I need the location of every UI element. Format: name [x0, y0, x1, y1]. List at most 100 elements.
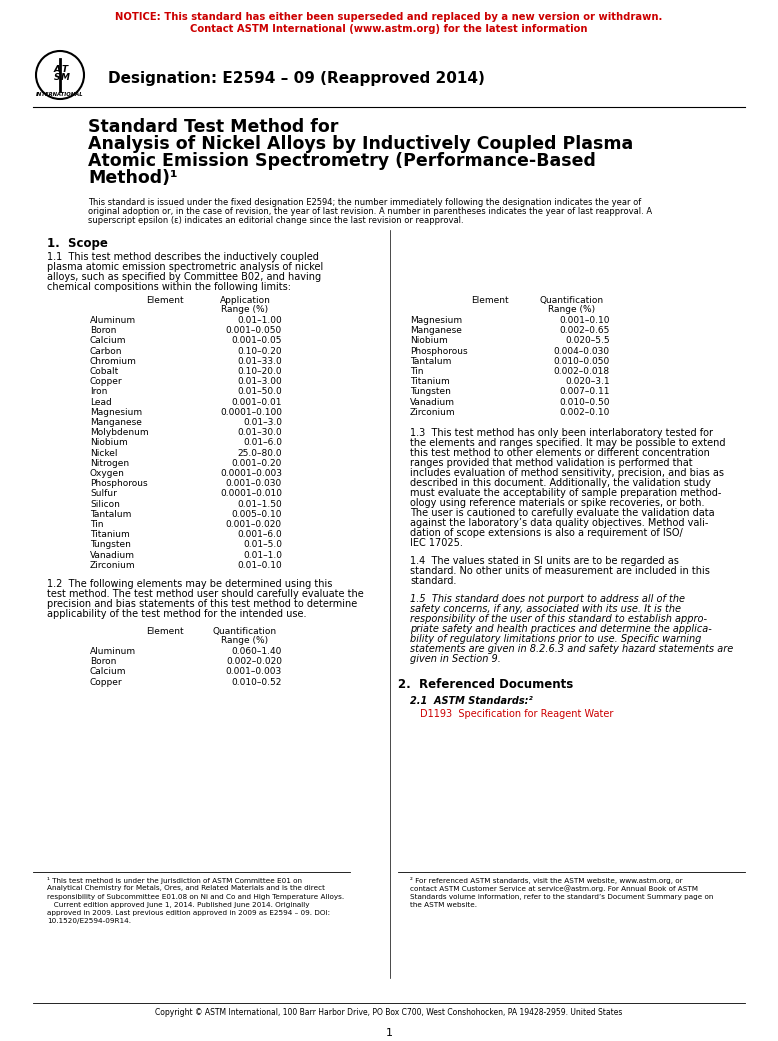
- Text: ² For referenced ASTM standards, visit the ASTM website, www.astm.org, or: ² For referenced ASTM standards, visit t…: [410, 877, 682, 884]
- Text: 1.2  The following elements may be determined using this: 1.2 The following elements may be determ…: [47, 579, 332, 589]
- Text: Niobium: Niobium: [90, 438, 128, 448]
- Text: Quantification: Quantification: [540, 296, 604, 305]
- Text: dation of scope extensions is also a requirement of ISO/: dation of scope extensions is also a req…: [410, 528, 683, 538]
- Text: Tungsten: Tungsten: [410, 387, 451, 397]
- Text: Carbon: Carbon: [90, 347, 122, 356]
- Text: Vanadium: Vanadium: [410, 398, 455, 407]
- Text: safety concerns, if any, associated with its use. It is the: safety concerns, if any, associated with…: [410, 604, 681, 614]
- Text: 0.020–3.1: 0.020–3.1: [566, 377, 610, 386]
- Text: Zirconium: Zirconium: [90, 561, 135, 569]
- Text: contact ASTM Customer Service at service@astm.org. For Annual Book of ASTM: contact ASTM Customer Service at service…: [410, 885, 698, 892]
- Text: Vanadium: Vanadium: [90, 551, 135, 560]
- Text: Copper: Copper: [90, 678, 123, 687]
- Text: Element: Element: [146, 627, 184, 636]
- Text: Nickel: Nickel: [90, 449, 117, 458]
- Text: Copyright © ASTM International, 100 Barr Harbor Drive, PO Box C700, West Conshoh: Copyright © ASTM International, 100 Barr…: [156, 1008, 622, 1017]
- Text: Boron: Boron: [90, 326, 117, 335]
- Text: 0.01–5.0: 0.01–5.0: [243, 540, 282, 550]
- Text: described in this document. Additionally, the validation study: described in this document. Additionally…: [410, 478, 711, 488]
- Text: 0.002–0.018: 0.002–0.018: [554, 367, 610, 376]
- Text: Analysis of Nickel Alloys by Inductively Coupled Plasma: Analysis of Nickel Alloys by Inductively…: [88, 135, 633, 153]
- Text: Silicon: Silicon: [90, 500, 120, 509]
- Text: Copper: Copper: [90, 377, 123, 386]
- Text: Magnesium: Magnesium: [410, 316, 462, 325]
- Text: 0.10–0.20: 0.10–0.20: [237, 347, 282, 356]
- Text: 0.01–30.0: 0.01–30.0: [237, 428, 282, 437]
- Text: 0.0001–0.010: 0.0001–0.010: [220, 489, 282, 499]
- Text: 0.001–0.030: 0.001–0.030: [226, 479, 282, 488]
- Text: Tantalum: Tantalum: [410, 357, 451, 365]
- Text: includes evaluation of method sensitivity, precision, and bias as: includes evaluation of method sensitivit…: [410, 468, 724, 478]
- Text: 0.0001–0.100: 0.0001–0.100: [220, 408, 282, 416]
- Text: standard.: standard.: [410, 576, 457, 586]
- Text: 1: 1: [386, 1029, 392, 1038]
- Text: D1193  Specification for Reagent Water: D1193 Specification for Reagent Water: [420, 709, 613, 719]
- Text: IEC 17025.: IEC 17025.: [410, 538, 463, 548]
- Text: Nitrogen: Nitrogen: [90, 459, 129, 467]
- Text: Current edition approved June 1, 2014. Published June 2014. Originally: Current edition approved June 1, 2014. P…: [47, 902, 310, 908]
- Text: Manganese: Manganese: [410, 326, 462, 335]
- Text: bility of regulatory limitations prior to use. Specific warning: bility of regulatory limitations prior t…: [410, 634, 702, 644]
- Text: 0.010–0.52: 0.010–0.52: [232, 678, 282, 687]
- Text: 0.10–20.0: 0.10–20.0: [237, 367, 282, 376]
- Text: 0.002–0.65: 0.002–0.65: [559, 326, 610, 335]
- Text: Tin: Tin: [90, 520, 103, 529]
- Text: responsibility of the user of this standard to establish appro-: responsibility of the user of this stand…: [410, 614, 707, 624]
- Text: 0.01–6.0: 0.01–6.0: [243, 438, 282, 448]
- Text: Calcium: Calcium: [90, 336, 127, 346]
- Text: Zirconium: Zirconium: [410, 408, 456, 416]
- Text: Range (%): Range (%): [222, 305, 268, 314]
- Text: 0.005–0.10: 0.005–0.10: [232, 510, 282, 518]
- Text: ology using reference materials or spike recoveries, or both.: ology using reference materials or spike…: [410, 498, 705, 508]
- Text: 0.001–0.020: 0.001–0.020: [226, 520, 282, 529]
- Text: Sulfur: Sulfur: [90, 489, 117, 499]
- Text: Molybdenum: Molybdenum: [90, 428, 149, 437]
- Text: Niobium: Niobium: [410, 336, 448, 346]
- Text: 0.004–0.030: 0.004–0.030: [554, 347, 610, 356]
- Text: 0.002–0.020: 0.002–0.020: [226, 657, 282, 666]
- Text: 0.001–0.10: 0.001–0.10: [559, 316, 610, 325]
- Text: 0.010–0.50: 0.010–0.50: [559, 398, 610, 407]
- Text: 0.01–33.0: 0.01–33.0: [237, 357, 282, 365]
- Text: 2.  Referenced Documents: 2. Referenced Documents: [398, 678, 573, 691]
- Text: 0.01–3.0: 0.01–3.0: [243, 418, 282, 427]
- Text: Titanium: Titanium: [90, 530, 130, 539]
- Text: The user is cautioned to carefully evaluate the validation data: The user is cautioned to carefully evalu…: [410, 508, 715, 518]
- Text: 0.020–5.5: 0.020–5.5: [566, 336, 610, 346]
- Text: Magnesium: Magnesium: [90, 408, 142, 416]
- Text: M: M: [61, 73, 69, 81]
- Text: T: T: [62, 65, 68, 74]
- Text: 2.1  ASTM Standards:²: 2.1 ASTM Standards:²: [410, 696, 533, 706]
- Text: Atomic Emission Spectrometry (Performance-Based: Atomic Emission Spectrometry (Performanc…: [88, 152, 596, 170]
- Text: alloys, such as specified by Committee B02, and having: alloys, such as specified by Committee B…: [47, 272, 321, 282]
- Text: Contact ASTM International (www.astm.org) for the latest information: Contact ASTM International (www.astm.org…: [191, 24, 587, 34]
- Text: 0.001–0.20: 0.001–0.20: [232, 459, 282, 467]
- Text: Standard Test Method for: Standard Test Method for: [88, 118, 338, 136]
- Text: Designation: E2594 – 09 (Reapproved 2014): Designation: E2594 – 09 (Reapproved 2014…: [108, 71, 485, 85]
- Text: Quantification: Quantification: [213, 627, 277, 636]
- Text: 0.01–1.50: 0.01–1.50: [237, 500, 282, 509]
- Text: Iron: Iron: [90, 387, 107, 397]
- Text: 0.01–1.0: 0.01–1.0: [243, 551, 282, 560]
- Text: 0.001–0.003: 0.001–0.003: [226, 667, 282, 677]
- Text: 0.007–0.11: 0.007–0.11: [559, 387, 610, 397]
- Text: 10.1520/E2594-09R14.: 10.1520/E2594-09R14.: [47, 918, 131, 924]
- Text: the elements and ranges specified. It may be possible to extend: the elements and ranges specified. It ma…: [410, 438, 726, 448]
- Text: 0.01–0.10: 0.01–0.10: [237, 561, 282, 569]
- Text: 1.4  The values stated in SI units are to be regarded as: 1.4 The values stated in SI units are to…: [410, 556, 679, 566]
- Text: plasma atomic emission spectrometric analysis of nickel: plasma atomic emission spectrometric ana…: [47, 262, 323, 272]
- Text: Method)¹: Method)¹: [88, 169, 177, 187]
- Text: Oxygen: Oxygen: [90, 469, 125, 478]
- Text: test method. The test method user should carefully evaluate the: test method. The test method user should…: [47, 589, 364, 599]
- Text: given in Section 9.: given in Section 9.: [410, 654, 501, 664]
- Text: 0.01–50.0: 0.01–50.0: [237, 387, 282, 397]
- Text: ranges provided that method validation is performed that: ranges provided that method validation i…: [410, 458, 692, 468]
- Text: S: S: [54, 73, 60, 81]
- Text: A: A: [54, 65, 61, 74]
- Text: 1.5  This standard does not purport to address all of the: 1.5 This standard does not purport to ad…: [410, 594, 685, 604]
- Text: ¹ This test method is under the jurisdiction of ASTM Committee E01 on: ¹ This test method is under the jurisdic…: [47, 877, 302, 884]
- Text: against the laboratory’s data quality objectives. Method vali-: against the laboratory’s data quality ob…: [410, 518, 709, 528]
- Text: approved in 2009. Last previous edition approved in 2009 as E2594 – 09. DOI:: approved in 2009. Last previous edition …: [47, 910, 330, 916]
- Text: Tin: Tin: [410, 367, 423, 376]
- Text: Application: Application: [219, 296, 271, 305]
